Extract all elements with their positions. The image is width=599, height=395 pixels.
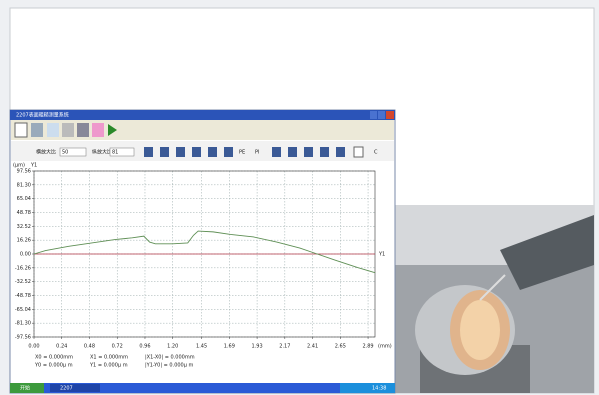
x-tick-label: 0.24 — [56, 344, 67, 350]
y-tick-label: 65.04 — [17, 196, 31, 202]
x-tick-label: 2.65 — [335, 344, 346, 350]
tool-button[interactable] — [272, 147, 281, 157]
tool-button[interactable] — [92, 123, 104, 137]
x-tick-label: 1.45 — [196, 344, 207, 350]
x-unit: (mm) — [378, 344, 392, 350]
y-tick-label: -97.56 — [15, 335, 31, 341]
tool-button[interactable] — [176, 147, 185, 157]
photo — [395, 205, 594, 393]
tool-button[interactable] — [192, 147, 201, 157]
reference-label: Y1 — [378, 252, 385, 258]
y-tick-label: 0.00 — [20, 252, 31, 258]
tool-button[interactable] — [15, 123, 27, 137]
minimize-button[interactable] — [370, 111, 377, 119]
readout: |X1-X0| = 0.000mm — [145, 355, 195, 361]
v-scale-label: 纵放大比 — [92, 149, 112, 156]
y-tick-label: -16.26 — [15, 265, 31, 271]
close-button[interactable] — [386, 111, 394, 119]
y-tick-label: -65.04 — [15, 307, 31, 313]
clock: 14:38 — [372, 386, 386, 392]
x-tick-label: 0.00 — [28, 344, 39, 350]
tool-button[interactable] — [62, 123, 74, 137]
readout: X1 = 0.000mm — [90, 355, 128, 361]
x-tick-label: 1.69 — [224, 344, 235, 350]
tool-label[interactable]: C — [374, 150, 378, 156]
tool-button[interactable] — [77, 123, 89, 137]
tool-button[interactable] — [224, 147, 233, 157]
tool-button[interactable] — [31, 123, 43, 137]
tool-button[interactable] — [336, 147, 345, 157]
y-axis-name: Y1 — [30, 163, 37, 169]
tool-button[interactable] — [47, 123, 59, 137]
tool-button[interactable] — [304, 147, 313, 157]
x-tick-label: 1.93 — [252, 344, 263, 350]
maximize-button[interactable] — [378, 111, 385, 119]
tool-button[interactable] — [160, 147, 169, 157]
page: 2207表面粗糙测量系统 横放大比 50 纵放大比 81 PE PI C (μm… — [0, 0, 599, 395]
y-tick-label: -32.52 — [15, 279, 31, 285]
readout: Y0 = 0.000μ m — [34, 363, 73, 369]
tool-button[interactable] — [354, 147, 363, 157]
tool-button[interactable] — [320, 147, 329, 157]
readout: X0 = 0.000mm — [35, 355, 73, 361]
h-scale-value: 50 — [62, 150, 68, 156]
x-tick-label: 2.17 — [279, 344, 290, 350]
h-scale-label: 横放大比 — [36, 149, 56, 156]
y-tick-label: 48.78 — [17, 210, 31, 216]
tool-button[interactable] — [288, 147, 297, 157]
y-tick-label: -48.78 — [15, 293, 31, 299]
readout: |Y1-Y0| = 0.000μ m — [145, 363, 194, 369]
x-tick-label: 2.89 — [362, 344, 373, 350]
task-label: 2207 — [60, 386, 73, 392]
tray — [340, 383, 395, 393]
tool-label[interactable]: PE — [239, 150, 245, 156]
tool-label[interactable]: PI — [255, 150, 260, 156]
tool-button[interactable] — [208, 147, 217, 157]
y-tick-label: 32.52 — [17, 224, 31, 230]
x-tick-label: 1.20 — [167, 344, 178, 350]
v-scale-value: 81 — [112, 150, 118, 156]
x-tick-label: 0.96 — [139, 344, 150, 350]
y-tick-label: 16.26 — [17, 238, 31, 244]
y-tick-label: -81.30 — [15, 321, 31, 327]
x-tick-label: 2.41 — [307, 344, 318, 350]
task-button[interactable] — [50, 384, 100, 392]
x-tick-label: 0.72 — [112, 344, 123, 350]
screen: 2207表面粗糙测量系统 横放大比 50 纵放大比 81 PE PI C (μm… — [0, 0, 599, 395]
window-title: 2207表面粗糙测量系统 — [16, 112, 69, 119]
tool-button[interactable] — [144, 147, 153, 157]
x-tick-label: 0.48 — [84, 344, 95, 350]
y-tick-label: 97.56 — [17, 169, 31, 175]
readout: Y1 = 0.000μ m — [89, 363, 128, 369]
y-tick-label: 81.30 — [17, 182, 31, 188]
start-label: 开始 — [20, 385, 30, 392]
